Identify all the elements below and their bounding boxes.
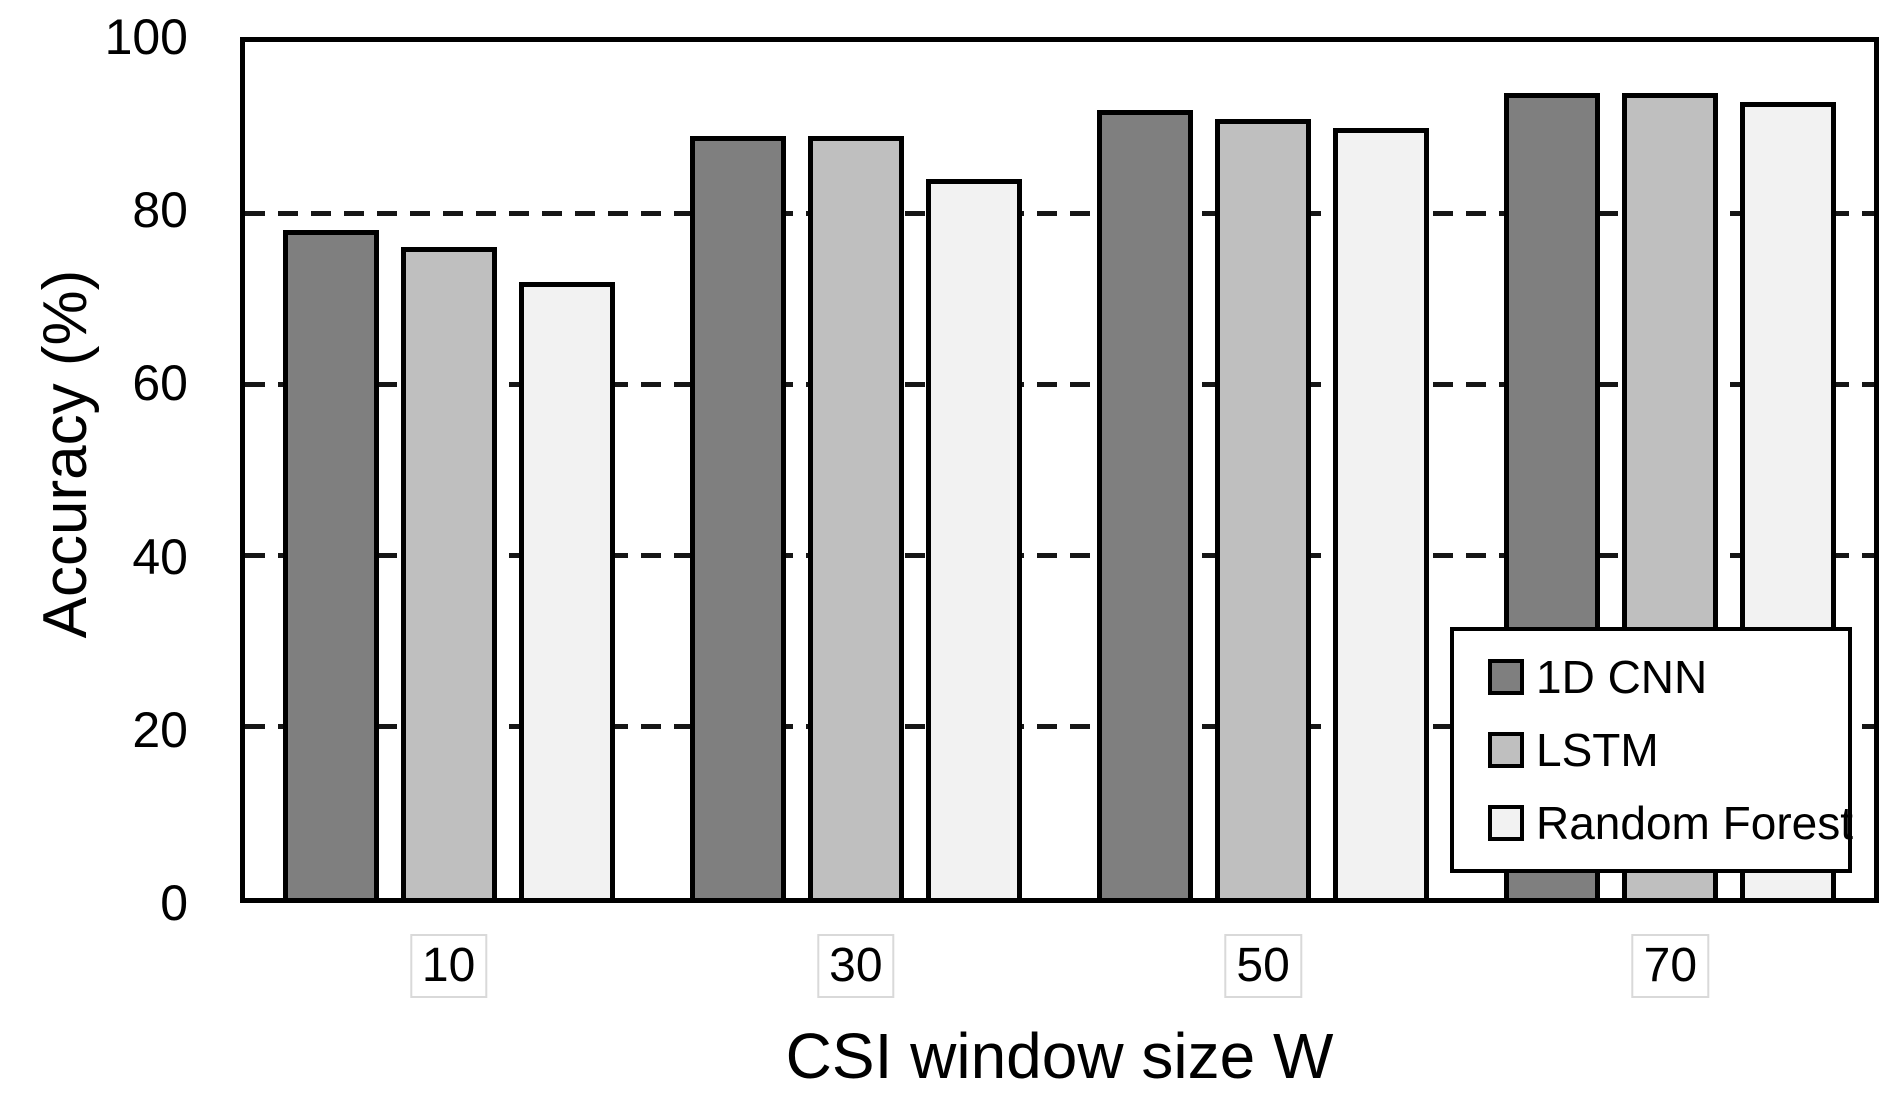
y-tick-label-40: 40 (132, 528, 188, 585)
legend-label: LSTM (1536, 723, 1659, 776)
y-tick-label-100: 100 (104, 9, 188, 65)
bar-random-forest-50 (1333, 127, 1430, 898)
legend-swatch-icon (1488, 804, 1524, 841)
legend-item-lstm: LSTM (1488, 725, 1840, 775)
bar-random-forest-10 (518, 281, 615, 898)
bar-lstm-50 (1215, 119, 1312, 898)
y-tick-label-60: 60 (132, 355, 188, 412)
gridline-80 (245, 210, 1874, 216)
bar-1d-cnn-30 (689, 136, 786, 898)
bar-group-30 (652, 42, 1059, 898)
y-tick-label-20: 20 (132, 701, 188, 758)
bar-lstm-10 (400, 247, 497, 898)
gridline-40 (245, 553, 1874, 559)
gridline-20 (245, 724, 1874, 730)
y-tick-label-80: 80 (132, 182, 188, 239)
bar-random-forest-30 (925, 178, 1022, 898)
bar-lstm-30 (807, 136, 904, 898)
x-tick-label-10: 10 (409, 934, 488, 998)
x-tick-label-50: 50 (1224, 934, 1302, 998)
plot-area (240, 37, 1879, 903)
bar-1d-cnn-10 (282, 230, 379, 898)
legend-item-1d-cnn: 1D CNN (1488, 652, 1840, 702)
legend-swatch-icon (1488, 659, 1524, 696)
gridline-60 (245, 381, 1874, 387)
legend-label: 1D CNN (1536, 651, 1708, 704)
x-axis-title: CSI window size W (785, 1020, 1334, 1092)
legend-label: Random Forest (1536, 796, 1854, 849)
x-tick-label-30: 30 (817, 934, 895, 998)
bar-group-10 (245, 42, 652, 898)
bar-1d-cnn-50 (1097, 110, 1194, 898)
legend-swatch-icon (1488, 731, 1524, 768)
x-tick-label-70: 70 (1631, 934, 1710, 998)
bar-group-50 (1060, 42, 1467, 898)
legend-item-random-forest: Random Forest (1488, 798, 1853, 848)
legend: 1D CNN LSTM Random Forest (1450, 627, 1853, 873)
y-axis-title: Accuracy (%) (31, 269, 100, 639)
y-tick-label-0: 0 (160, 875, 188, 931)
